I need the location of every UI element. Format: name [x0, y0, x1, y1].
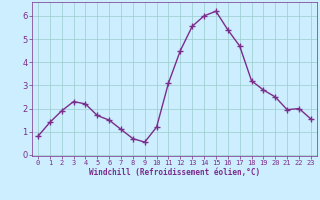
X-axis label: Windchill (Refroidissement éolien,°C): Windchill (Refroidissement éolien,°C): [89, 168, 260, 177]
